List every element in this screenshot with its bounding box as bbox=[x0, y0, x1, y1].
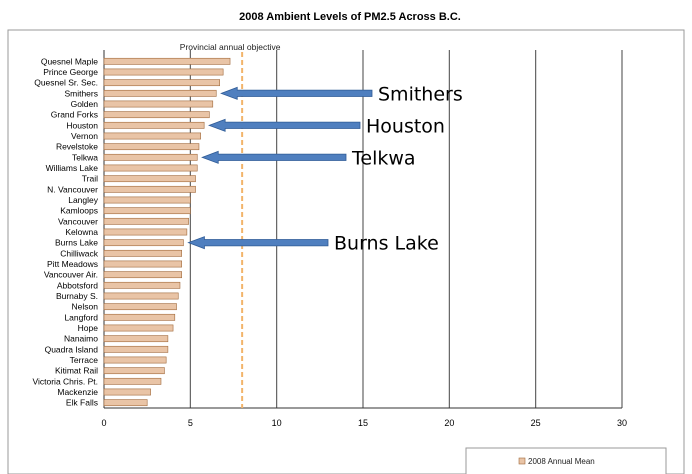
bar bbox=[103, 143, 200, 151]
bar bbox=[103, 153, 198, 161]
bar bbox=[103, 121, 205, 129]
x-tick-label: 0 bbox=[101, 418, 106, 428]
bar bbox=[103, 356, 167, 364]
category-label: Vernon bbox=[71, 131, 98, 141]
category-label: Nelson bbox=[72, 302, 99, 312]
bar bbox=[103, 345, 169, 353]
category-label: Chilliwack bbox=[60, 248, 99, 258]
category-label: N. Vancouver bbox=[47, 184, 98, 194]
callout-arrow bbox=[220, 86, 373, 100]
bar bbox=[103, 303, 177, 311]
callouts: Smithers Houston Telkwa Burns Lake bbox=[187, 83, 463, 255]
bar bbox=[103, 239, 184, 247]
category-label: Burnaby S. bbox=[56, 291, 98, 301]
category-label: Grand Forks bbox=[51, 110, 98, 120]
bar bbox=[103, 79, 220, 87]
category-label: Elk Falls bbox=[66, 398, 98, 408]
bar bbox=[103, 292, 179, 300]
x-axis-ticks: 0 5 10 15 20 25 30 bbox=[101, 418, 627, 428]
category-label: Kamloops bbox=[60, 206, 98, 216]
bar bbox=[103, 228, 188, 236]
legend: 2008 Annual Mean bbox=[465, 447, 667, 474]
bar bbox=[103, 175, 196, 183]
category-label: Houston bbox=[66, 120, 98, 130]
category-label: Nanaimo bbox=[64, 334, 98, 344]
category-label: Smithers bbox=[64, 88, 98, 98]
bar bbox=[103, 217, 189, 225]
category-label: Pitt Meadows bbox=[47, 259, 98, 269]
chart-title: 2008 Ambient Levels of PM2.5 Across B.C. bbox=[239, 11, 461, 23]
chart-frame bbox=[7, 29, 685, 474]
legend-box bbox=[465, 447, 667, 474]
bar bbox=[103, 132, 201, 140]
x-tick-label: 10 bbox=[272, 418, 282, 428]
bar bbox=[103, 185, 196, 193]
bars bbox=[103, 57, 231, 407]
category-label: Quesnel Sr. Sec. bbox=[34, 78, 98, 88]
callout-label: Burns Lake bbox=[334, 233, 439, 255]
category-label: Prince George bbox=[43, 67, 98, 77]
bar bbox=[103, 196, 191, 204]
callout-arrow bbox=[201, 150, 347, 164]
category-label: Vancouver bbox=[58, 216, 98, 226]
category-label: Langley bbox=[68, 195, 99, 205]
bar bbox=[103, 388, 151, 396]
x-tick-label: 5 bbox=[188, 418, 193, 428]
bar bbox=[103, 164, 198, 172]
bar bbox=[103, 249, 182, 257]
category-label: Trail bbox=[82, 174, 98, 184]
bar bbox=[103, 335, 169, 343]
objective-label: Provincial annual objective bbox=[180, 42, 281, 52]
bar bbox=[103, 399, 148, 407]
bar bbox=[103, 271, 182, 279]
category-label: Vancouver Air. bbox=[44, 270, 98, 280]
category-label: Langford bbox=[64, 312, 98, 322]
category-label: Terrace bbox=[70, 355, 99, 365]
callout-label: Telkwa bbox=[351, 147, 416, 169]
x-tick-label: 20 bbox=[444, 418, 454, 428]
category-label: Hope bbox=[78, 323, 99, 333]
bar bbox=[103, 57, 231, 65]
category-label: Williams Lake bbox=[46, 163, 99, 173]
category-label: Telkwa bbox=[72, 152, 98, 162]
bar bbox=[103, 207, 191, 215]
category-label: Abbotsford bbox=[57, 280, 98, 290]
legend-swatch bbox=[518, 457, 526, 465]
bar bbox=[103, 260, 182, 268]
category-label: Mackenzie bbox=[57, 387, 98, 397]
x-tick-label: 25 bbox=[531, 418, 541, 428]
x-tick-label: 15 bbox=[358, 418, 368, 428]
category-label: Revelstoke bbox=[56, 142, 98, 152]
legend-label: 2008 Annual Mean bbox=[528, 457, 595, 466]
bar bbox=[103, 100, 214, 108]
bar bbox=[103, 324, 174, 332]
bar bbox=[103, 89, 217, 97]
bar bbox=[103, 313, 176, 321]
category-label: Victoria Chris. Pt. bbox=[32, 376, 98, 386]
objective-reference: Provincial annual objective bbox=[180, 42, 281, 408]
bar bbox=[103, 111, 210, 119]
category-label: Kitimat Rail bbox=[55, 366, 98, 376]
bar bbox=[103, 68, 224, 76]
category-label: Quesnel Maple bbox=[41, 56, 98, 66]
bar bbox=[103, 281, 181, 289]
category-label: Kelowna bbox=[65, 227, 98, 237]
callout-arrow bbox=[187, 236, 329, 250]
category-label: Golden bbox=[71, 99, 99, 109]
callout-arrow bbox=[208, 118, 361, 132]
bar bbox=[103, 367, 165, 375]
callout-label: Houston bbox=[366, 115, 445, 137]
callout-label: Smithers bbox=[378, 83, 463, 105]
category-label: Quadra Island bbox=[45, 344, 99, 354]
x-tick-label: 30 bbox=[617, 418, 627, 428]
bar bbox=[103, 377, 162, 385]
category-label: Burns Lake bbox=[55, 238, 98, 248]
gridlines bbox=[103, 50, 623, 409]
